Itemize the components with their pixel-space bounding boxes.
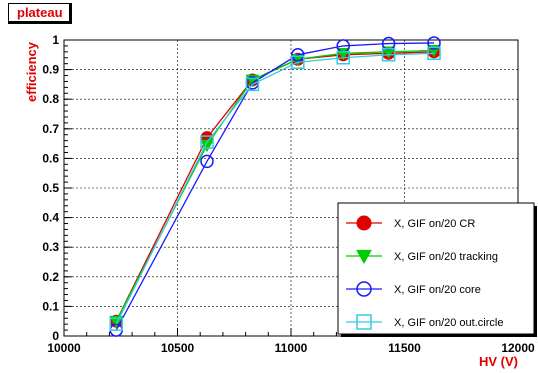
data-point — [381, 36, 396, 51]
data-point — [245, 77, 260, 92]
y-tick-label: 0.3 — [42, 240, 59, 254]
legend-marker — [356, 314, 372, 330]
y-tick-label: 0.7 — [42, 122, 59, 136]
y-tick-label: 0 — [52, 329, 59, 343]
data-point — [291, 48, 305, 62]
y-tick-label: 0.2 — [42, 270, 59, 284]
series-line — [115, 42, 435, 331]
legend-marker — [356, 215, 372, 231]
legend-label: X, GIF on/20 out.circle — [394, 317, 503, 329]
series-line — [115, 52, 435, 325]
legend-marker — [356, 249, 372, 265]
legend-label: X, GIF on/20 tracking — [394, 251, 498, 263]
data-point — [200, 139, 214, 153]
data-point — [109, 317, 123, 331]
legend: X, GIF on/20 CR X, GIF on/20 tracking X, G… — [337, 202, 537, 337]
data-point — [200, 135, 214, 149]
y-tick-label: 0.4 — [42, 211, 59, 225]
x-tick-label: 11500 — [388, 341, 421, 355]
chart-title: plateau — [8, 3, 72, 24]
legend-entry: X, GIF on/20 core — [346, 281, 481, 297]
y-tick-label: 0.9 — [42, 63, 59, 77]
legend-entry: X, GIF on/20 out.circle — [346, 314, 503, 330]
legend-label: X, GIF on/20 core — [394, 284, 481, 296]
x-tick-label: 12000 — [501, 341, 535, 355]
data-point — [291, 55, 305, 69]
legend-entry: X, GIF on/20 tracking — [346, 249, 498, 265]
x-tick-label: 10000 — [47, 341, 81, 355]
x-tick-label: 10500 — [161, 341, 195, 355]
x-tick-label: 11000 — [275, 341, 308, 355]
legend-entry: X, GIF on/20 CR — [346, 215, 475, 231]
y-tick-label: 0.1 — [42, 299, 59, 313]
y-tick-label: 0.5 — [42, 181, 59, 195]
axis-ticks: 10000 10500 11000 11500 12000 0 0.1 0.2 0.3 0.4 0.… — [42, 33, 535, 355]
y-tick-label: 1 — [52, 33, 59, 47]
legend-marker — [356, 281, 372, 297]
data-point — [427, 46, 441, 61]
series-3 — [109, 46, 441, 331]
series-2 — [109, 36, 441, 337]
data-point — [427, 36, 441, 50]
y-tick-label: 0.6 — [42, 151, 59, 165]
data-point — [336, 51, 350, 65]
data-point — [381, 46, 396, 59]
data-point — [200, 154, 214, 169]
series — [109, 36, 441, 337]
data-point — [381, 48, 396, 62]
x-axis-label: HV (V) — [479, 354, 518, 369]
legend-label: X, GIF on/20 CR — [394, 218, 475, 230]
y-axis-label: efficiency — [24, 41, 39, 102]
y-tick-label: 0.8 — [42, 92, 59, 106]
